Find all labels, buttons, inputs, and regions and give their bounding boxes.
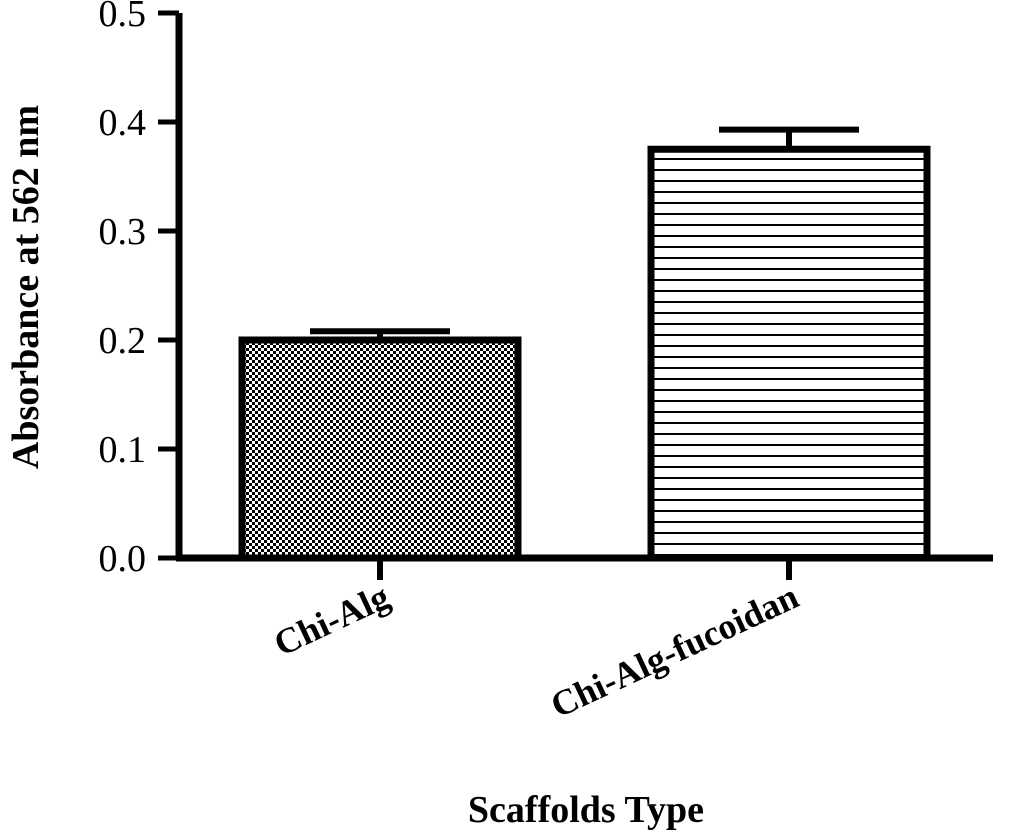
y-tick-label: 0.1 (99, 429, 147, 471)
bar-chi-alg-fucoidan (647, 145, 931, 562)
x-tick-label: Chi-Alg (268, 576, 395, 664)
y-tick-label: 0.2 (99, 320, 147, 362)
x-tick-label: Chi-Alg-fucoidan (545, 576, 805, 726)
x-axis-ticks: Chi-Alg Chi-Alg-fucoidan (268, 558, 804, 726)
bars-layer (238, 145, 931, 562)
y-axis-ticks: 0.0 0.1 0.2 0.3 0.4 0.5 (99, 0, 179, 580)
y-tick-label: 0.4 (99, 102, 147, 144)
y-tick-label: 0.0 (99, 538, 147, 580)
bar-chi-alg (238, 336, 522, 562)
x-axis-title: Scaffolds Type (468, 789, 704, 831)
y-tick-label: 0.5 (99, 0, 147, 35)
y-axis-title: Absorbance at 562 nm (5, 105, 47, 469)
y-tick-label: 0.3 (99, 211, 147, 253)
error-bars-layer (310, 126, 859, 340)
